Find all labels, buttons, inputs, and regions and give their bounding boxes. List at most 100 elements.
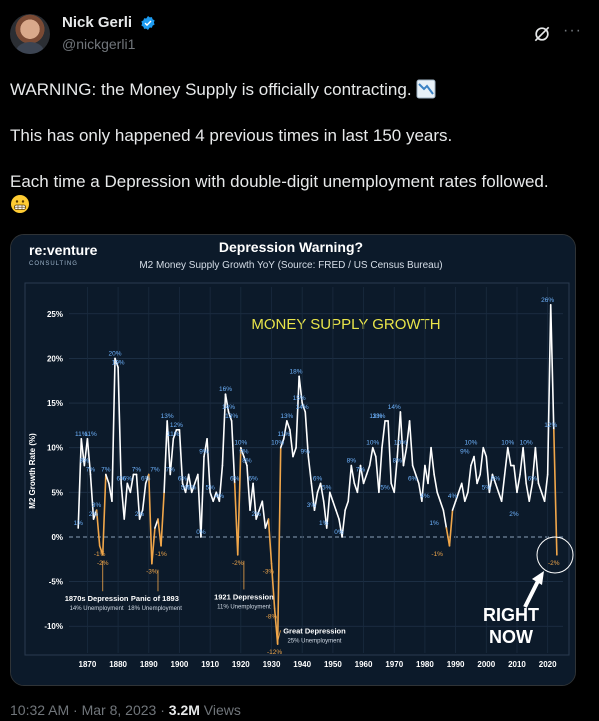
separator-dot: · — [160, 702, 165, 718]
point-label: 6% — [116, 475, 126, 482]
series-segment — [184, 473, 190, 494]
point-label: -2% — [548, 560, 560, 567]
series-segment — [86, 437, 92, 476]
series-segment — [141, 482, 147, 511]
series-segment — [359, 464, 365, 485]
series-segment — [378, 446, 383, 494]
point-label: 2% — [89, 511, 99, 518]
series-segment — [506, 446, 512, 467]
series-segment — [448, 509, 454, 547]
series-segment — [476, 473, 481, 485]
series-segment — [147, 473, 153, 565]
point-label: 26% — [541, 297, 554, 304]
point-label: 2% — [135, 511, 145, 518]
point-label: 9% — [199, 449, 209, 456]
point-label: 15% — [293, 395, 306, 402]
x-tick-label: 1980 — [416, 660, 434, 669]
series-segment — [301, 402, 307, 413]
series-segment — [298, 375, 303, 404]
point-label: -3% — [146, 569, 158, 576]
series-segment — [491, 473, 497, 485]
point-label: 4% — [420, 493, 430, 500]
point-label: 18% — [290, 368, 303, 375]
series-segment — [227, 411, 233, 422]
tweet-time[interactable]: 10:32 AM — [10, 702, 70, 718]
more-options-icon[interactable]: ··· — [563, 22, 582, 39]
point-label: 7% — [166, 466, 176, 473]
series-segment — [117, 366, 122, 485]
x-tick-label: 1990 — [447, 660, 465, 669]
series-segment — [460, 482, 466, 503]
grid-lines — [69, 287, 563, 653]
annotation-title: Great Depression — [283, 626, 346, 635]
point-label: -12% — [267, 649, 282, 656]
x-tick-label: 1950 — [324, 660, 342, 669]
series-segment — [552, 429, 558, 556]
point-label: 7% — [132, 466, 142, 473]
point-label: 9% — [460, 449, 470, 456]
series-segment — [101, 473, 107, 556]
chart-image[interactable]: re:venture CONSULTING Depression Warning… — [10, 234, 576, 686]
point-label: 16% — [219, 386, 232, 393]
tweet-date[interactable]: Mar 8, 2023 — [81, 702, 157, 718]
logo-text: re:venture — [29, 242, 98, 258]
point-label: 13% — [372, 413, 385, 420]
annotations: 1870s Depression 14% Unemployment Panic of… — [65, 560, 346, 644]
series-segment — [500, 473, 506, 503]
views-count[interactable]: 3.2M — [168, 702, 200, 718]
series-segment — [365, 464, 371, 476]
annotation-subtitle: 25% Unemployment — [287, 638, 341, 644]
point-label: 8% — [242, 458, 252, 465]
series-segment — [396, 411, 402, 458]
series-segment — [289, 429, 294, 458]
avatar[interactable] — [10, 14, 50, 54]
point-label: 1% — [74, 520, 84, 527]
x-tick-label: 1970 — [385, 660, 403, 669]
point-label: 0% — [334, 529, 344, 536]
series-segment — [114, 357, 119, 369]
series-segment — [313, 491, 319, 511]
chart-frame — [24, 282, 570, 656]
series-segment — [528, 482, 534, 503]
series-segment — [482, 446, 488, 458]
x-tick-label: 1920 — [232, 660, 250, 669]
series-segment — [421, 464, 426, 503]
series-segment — [279, 437, 285, 449]
series-segment — [488, 473, 494, 494]
series-segment — [282, 420, 288, 440]
series-segment — [451, 500, 457, 511]
point-label: 2% — [251, 511, 261, 518]
series-segment — [329, 491, 334, 503]
point-label: 10% — [394, 440, 407, 447]
series-segment — [387, 420, 392, 485]
series-segment — [166, 420, 172, 476]
series-segment — [169, 437, 175, 476]
chart-decreasing-emoji-icon — [416, 79, 436, 99]
x-tick-label: 1880 — [109, 660, 127, 669]
series-segment — [240, 446, 245, 458]
series-segment — [123, 482, 129, 520]
series-segment — [436, 491, 442, 503]
annotation-subtitle: 18% Unemployment — [128, 606, 182, 612]
point-label: 10% — [501, 440, 514, 447]
point-label: 13% — [225, 413, 238, 420]
author-handle[interactable]: @nickgerli1 — [62, 36, 136, 52]
annotation-leader — [277, 630, 281, 643]
x-tick-label: 1960 — [355, 660, 373, 669]
series-segment — [151, 527, 156, 565]
point-label: 6% — [408, 475, 418, 482]
series-segment — [236, 446, 242, 556]
series-segment — [261, 500, 267, 529]
separator-dot: · — [73, 702, 78, 718]
series-segment — [347, 464, 353, 503]
tweet-paragraph-2: This has only happened 4 previous times … — [10, 126, 453, 145]
author-name[interactable]: Nick Gerli — [62, 14, 133, 32]
series-segment — [464, 491, 469, 503]
point-label: 11% — [167, 431, 180, 438]
grok-icon[interactable] — [532, 24, 552, 44]
series-segment — [368, 446, 374, 467]
point-label: 9% — [301, 449, 311, 456]
point-label: 12% — [544, 422, 557, 429]
series-segment — [479, 446, 485, 476]
series-segment — [310, 482, 316, 511]
